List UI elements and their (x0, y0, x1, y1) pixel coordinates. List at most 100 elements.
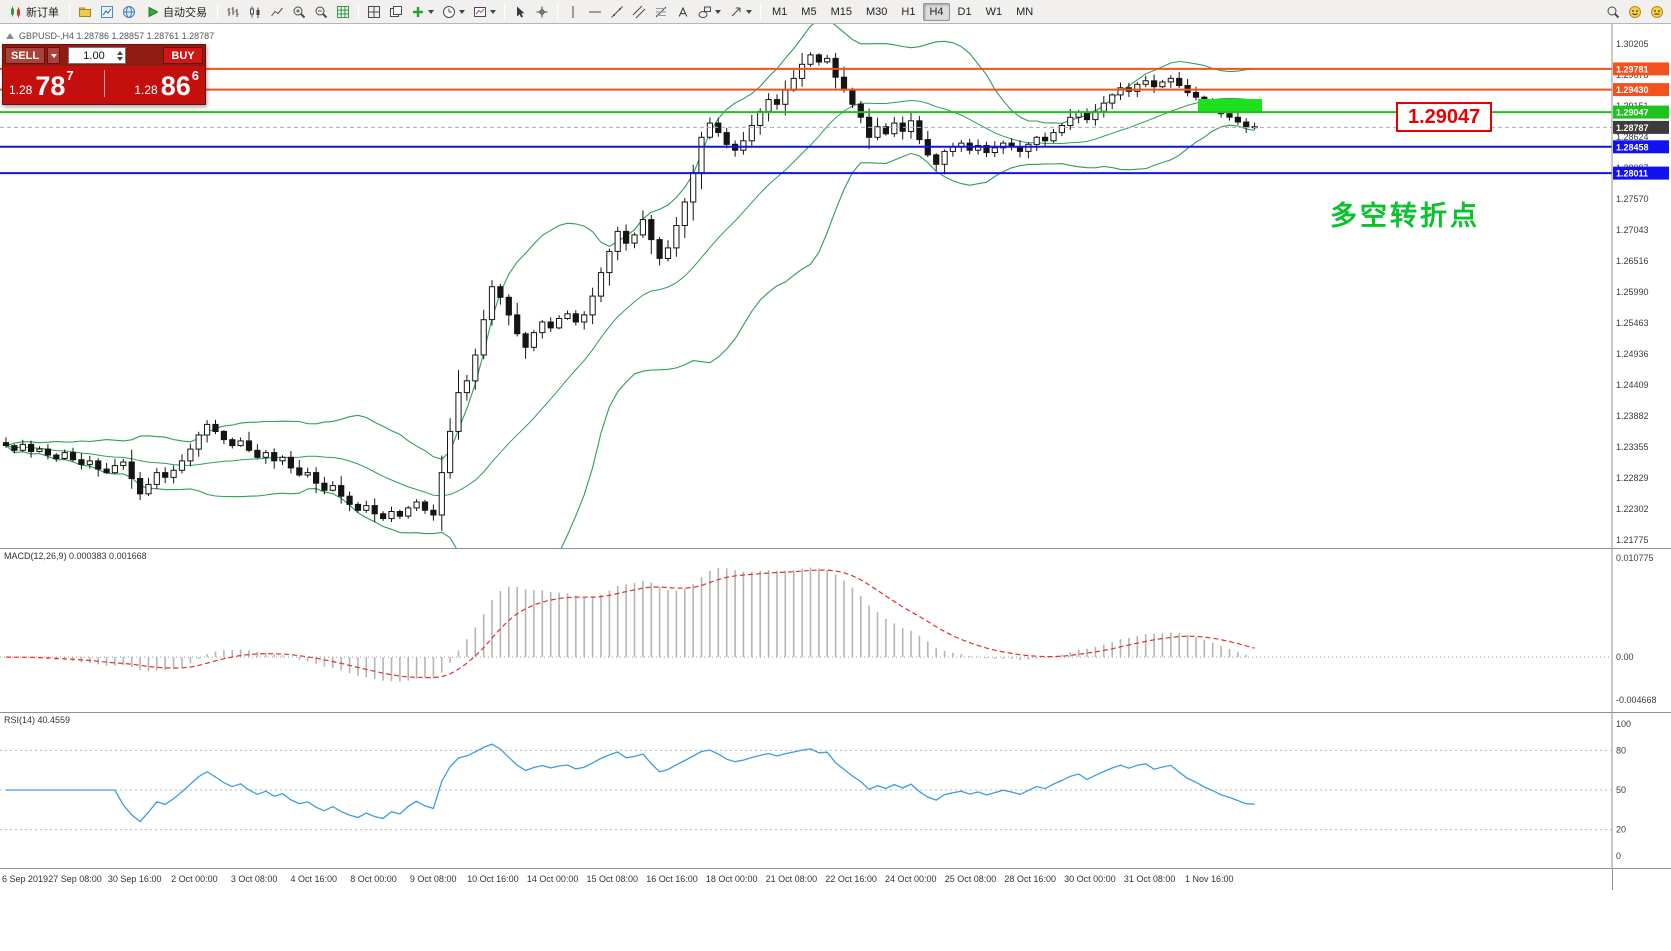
autotrading-play-icon (148, 6, 159, 17)
svg-text:100: 100 (1616, 719, 1631, 729)
periods-button[interactable] (439, 2, 468, 22)
zoom-in-button[interactable] (289, 2, 309, 22)
search-button[interactable] (1603, 2, 1623, 22)
macd-label: MACD(12,26,9) 0.000383 0.001668 (4, 551, 147, 561)
buy-price[interactable]: 1.28 86 6 (112, 67, 199, 101)
chart-header: GBPUSD-,H4 1.28786 1.28857 1.28761 1.287… (6, 31, 214, 41)
rsi-canvas[interactable]: 100 80 50 20 0 (0, 712, 1671, 868)
profiles-button[interactable] (75, 2, 95, 22)
arrows-tool-button[interactable] (726, 2, 755, 22)
timeframe-H1[interactable]: H1 (901, 6, 916, 18)
smiley-icon (1651, 5, 1663, 18)
text-tool-button[interactable] (673, 2, 693, 22)
toolbar-separator (217, 3, 218, 20)
timeframe-H4[interactable]: H4 (923, 3, 950, 21)
sell-button[interactable]: SELL (5, 47, 45, 64)
timeframe-M1[interactable]: M1 (772, 6, 788, 18)
price-callout-label[interactable]: 1.29047 (1396, 102, 1493, 132)
toolbar-separator (760, 3, 761, 20)
community-button[interactable] (1625, 2, 1645, 22)
clock-icon (443, 5, 455, 18)
zoom-out-button[interactable] (311, 2, 331, 22)
trendline-tool-button[interactable] (607, 2, 627, 22)
time-axis-label: 22 Oct 16:00 (825, 874, 877, 884)
time-axis-label: 30 Sep 16:00 (107, 874, 162, 884)
volume-decrease-button[interactable] (117, 56, 123, 61)
timeframe-MN[interactable]: MN (1016, 6, 1034, 18)
vertical-line-tool-button[interactable] (563, 2, 583, 22)
chevron-down-icon (715, 9, 721, 14)
autotrading-label: 自动交易 (163, 6, 207, 19)
timeframe-M5[interactable]: M5 (801, 6, 817, 18)
horizontal-line-tool-button[interactable] (585, 2, 605, 22)
fibonacci-icon (655, 6, 667, 17)
shapes-tool-button[interactable] (695, 2, 724, 22)
channel-tool-button[interactable] (629, 2, 649, 22)
turning-point-note[interactable]: 多空转折点 (1330, 201, 1480, 231)
navigator-button[interactable] (119, 2, 139, 22)
cascade-windows-button[interactable] (386, 2, 406, 22)
toolbar-separator (69, 3, 70, 20)
volume-value: 1.00 (83, 49, 105, 62)
time-axis-label: 9 Oct 08:00 (409, 874, 457, 884)
fibonacci-tool-button[interactable] (651, 2, 671, 22)
shapes-icon (698, 6, 711, 18)
bottom-filler (0, 890, 1671, 951)
timeframe-D1[interactable]: D1 (957, 6, 972, 18)
cascade-windows-icon (390, 5, 402, 17)
chart-bars-button[interactable] (223, 2, 243, 22)
svg-text:1.28458: 1.28458 (1616, 142, 1649, 152)
sell-price[interactable]: 1.28 78 7 (9, 67, 97, 100)
smiley-icon (1629, 5, 1641, 18)
time-axis-label: 14 Oct 00:00 (526, 874, 579, 884)
one-click-collapse-button[interactable] (6, 33, 14, 39)
crosshair-icon (536, 6, 548, 17)
svg-text:1.23355: 1.23355 (1616, 442, 1649, 452)
main-chart-canvas[interactable]: 1.302051.296781.291511.286241.280971.275… (0, 19, 1671, 613)
trade-controls-row: SELL 1.00 BUY (3, 45, 205, 66)
new-order-button[interactable]: 新订单 (4, 2, 64, 22)
zoom-in-icon (293, 6, 306, 18)
chevron-down-icon (746, 9, 752, 14)
macd-canvas[interactable]: 0.010775 0.00 -0.004668 (0, 548, 1671, 712)
timeframe-M15[interactable]: M15 (830, 6, 852, 18)
volume-input[interactable]: 1.00 (68, 47, 126, 64)
templates-button[interactable] (470, 2, 499, 22)
buy-price-big: 86 (160, 71, 191, 101)
cursor-button[interactable] (510, 2, 530, 22)
tile-windows-icon (368, 5, 380, 18)
chart-candles-button[interactable] (245, 2, 265, 22)
add-indicator-button[interactable] (408, 2, 437, 22)
time-axis-label: 28 Oct 16:00 (1004, 874, 1056, 884)
buy-price-sup: 6 (191, 68, 199, 83)
svg-text:50: 50 (1616, 785, 1626, 795)
auto-arrange-button[interactable] (333, 2, 353, 22)
toolbar-separator (557, 3, 558, 20)
volume-increase-button[interactable] (117, 50, 123, 55)
tile-windows-button[interactable] (364, 2, 384, 22)
timeframe-W1[interactable]: W1 (985, 6, 1003, 18)
market-watch-button[interactable] (97, 2, 117, 22)
time-axis[interactable]: 6 Sep 2019 27 Sep 08:00 30 Sep 16:00 2 Oct … (0, 868, 1671, 890)
autotrading-button[interactable]: 自动交易 (141, 2, 212, 22)
feedback-button[interactable] (1647, 2, 1667, 22)
bid-ask-display: 1.28 78 7 1.28 86 6 (3, 66, 205, 104)
buy-button[interactable]: BUY (163, 47, 203, 64)
buy-price-prefix: 1.28 (134, 83, 158, 97)
zoom-out-icon (315, 6, 328, 18)
toolbar-separator (358, 3, 359, 20)
main-chart-panel: 1.302051.296781.291511.286241.280971.275… (0, 19, 1671, 613)
macd-panel: 0.010775 0.00 -0.004668 MACD(12,26,9) 0.00… (0, 548, 1671, 712)
new-order-label: 新订单 (26, 6, 59, 19)
cursor-icon (517, 6, 525, 18)
svg-text:1.22302: 1.22302 (1616, 504, 1649, 514)
one-click-trading-panel: SELL 1.00 BUY 1.28 78 7 1.28 86 6 (2, 44, 206, 105)
timeframe-M30[interactable]: M30 (865, 6, 888, 18)
crosshair-button[interactable] (532, 2, 552, 22)
svg-text:1.28624: 1.28624 (1616, 132, 1649, 142)
market-watch-icon (101, 5, 113, 18)
time-axis-label: 16 Oct 16:00 (646, 874, 698, 884)
sell-dropdown-button[interactable] (47, 47, 60, 64)
trendline-icon (611, 5, 623, 18)
chart-line-button[interactable] (267, 2, 287, 22)
